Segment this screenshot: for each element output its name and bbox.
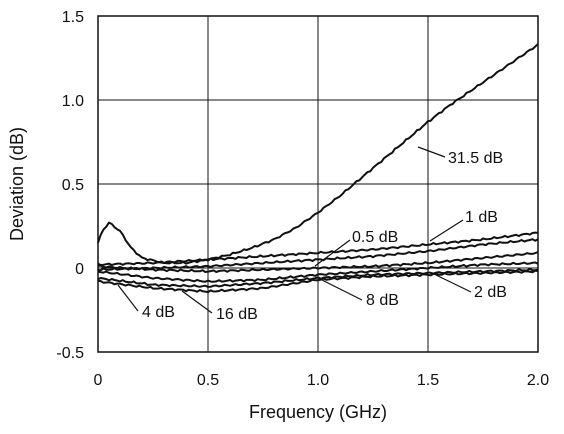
series-line xyxy=(97,238,539,272)
annotations: 31.5 dB 1 dB 0.5 dB 2 dB 8 dB 4 dB 16 dB xyxy=(142,150,507,323)
annotation-leaders xyxy=(117,146,472,314)
annotation-leader xyxy=(429,219,464,242)
grid xyxy=(98,16,538,352)
series-line xyxy=(97,261,539,283)
series-annotation: 8 dB xyxy=(366,292,399,309)
x-tick-label: 0.5 xyxy=(197,372,219,389)
y-axis-label: Deviation (dB) xyxy=(7,127,27,241)
y-tick-label: 1.0 xyxy=(62,93,84,110)
y-tick-label: 1.5 xyxy=(62,9,84,26)
annotation-leader xyxy=(417,146,446,158)
annotation-leader xyxy=(117,284,139,312)
series-layer xyxy=(97,43,539,294)
annotation-leader xyxy=(435,274,472,293)
series-annotation: 16 dB xyxy=(216,306,258,323)
series-annotation: 31.5 dB xyxy=(448,150,503,167)
series-line xyxy=(97,231,539,267)
x-tick-label: 1.0 xyxy=(307,372,329,389)
series-line xyxy=(97,269,539,294)
series-annotation: 1 dB xyxy=(465,209,498,226)
series-annotation: 4 dB xyxy=(142,304,175,321)
series-annotation: 2 dB xyxy=(474,284,507,301)
y-tick-label: -0.5 xyxy=(56,345,84,362)
y-tick-labels: -0.5 0 0.5 1.0 1.5 xyxy=(56,9,84,362)
x-tick-label: 2.0 xyxy=(527,372,549,389)
series-line xyxy=(97,251,539,273)
series-annotation: 0.5 dB xyxy=(352,229,398,246)
annotation-leader xyxy=(314,239,351,267)
y-tick-label: 0.5 xyxy=(62,177,84,194)
y-tick-label: 0 xyxy=(75,261,84,278)
x-tick-label: 1.5 xyxy=(417,372,439,389)
annotation-leader xyxy=(317,277,363,301)
annotation-leader xyxy=(181,290,213,314)
x-tick-label: 0 xyxy=(94,372,103,389)
x-tick-labels: 0 0.5 1.0 1.5 2.0 xyxy=(94,372,550,389)
x-axis-label: Frequency (GHz) xyxy=(249,402,387,422)
